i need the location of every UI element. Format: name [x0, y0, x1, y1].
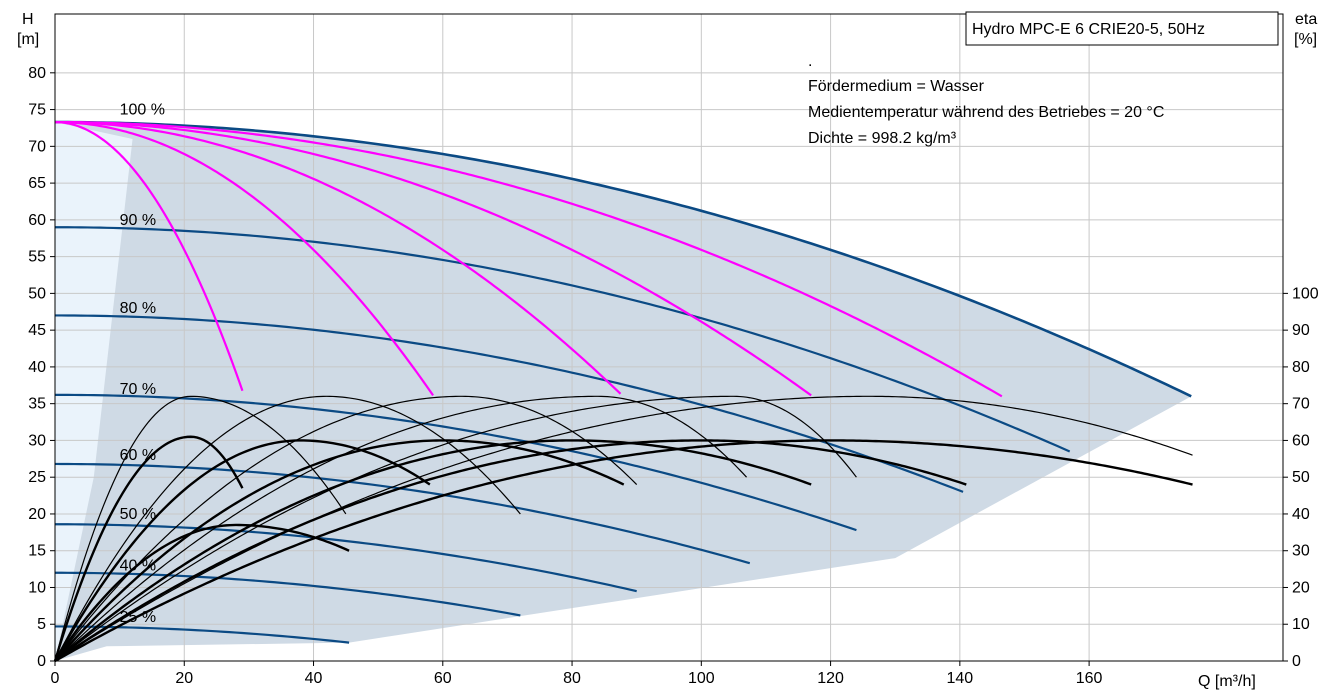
x-tick-label-6: 120 — [817, 670, 844, 687]
x-tick-label-2: 40 — [305, 670, 323, 687]
note-density: Dichte = 998.2 kg/m³ — [808, 130, 957, 147]
eta-curve-full-3 — [54, 395, 638, 662]
axes: 0 20 40 60 80 100 120 140 1600510152025303540455… — [28, 13, 1319, 687]
y-right-tick-label-8: 80 — [1292, 359, 1310, 376]
speed-label-4: 60 % — [120, 447, 156, 464]
y-right-tick-label-9: 90 — [1292, 322, 1310, 339]
y-right-tick-label-0: 0 — [1292, 653, 1301, 670]
y-left-label-unit: [m] — [17, 31, 39, 48]
y-right-tick-label-2: 20 — [1292, 579, 1310, 596]
speed-label-1: 90 % — [120, 212, 156, 229]
pump-curve-3 — [54, 120, 622, 395]
y-left-tick-label-14: 70 — [28, 138, 46, 155]
eta-curve-part-2 — [53, 439, 431, 662]
speed-curve-80 — [54, 314, 964, 493]
speed-label-7: 25 % — [120, 609, 156, 626]
title-box — [965, 11, 1279, 46]
y-left-tick-label-1: 5 — [37, 616, 46, 633]
x-tick-label-3: 60 — [434, 670, 452, 687]
speed-label-6: 40 % — [120, 557, 156, 574]
y-left-tick-label-12: 60 — [28, 212, 46, 229]
eta-curve-full-6 — [54, 395, 1193, 662]
speed-curve-100 — [54, 120, 1192, 398]
x-axis-label: Q [m³/h] — [1198, 673, 1256, 690]
y-right-tick-label-4: 40 — [1292, 506, 1310, 523]
y-left-tick-label-2: 10 — [28, 579, 46, 596]
curves — [53, 120, 1193, 663]
speed-label-3: 70 % — [120, 381, 156, 398]
labels: Hydro MPC-E 6 CRIE20-5, 50Hz . Fördermed… — [17, 11, 1317, 690]
y-right-tick-label-7: 70 — [1292, 396, 1310, 413]
speed-curve-90 — [54, 226, 1071, 453]
x-tick-label-8: 160 — [1076, 670, 1103, 687]
eta-curve-part-5 — [54, 439, 967, 662]
note-temperature: Medientemperatur während des Betriebes =… — [808, 104, 1164, 121]
speed-curve-25 — [54, 625, 350, 644]
x-tick-label-0: 0 — [51, 670, 60, 687]
speed-curve-70 — [54, 393, 857, 532]
speed-curve-60 — [54, 462, 751, 565]
x-tick-label-5: 100 — [688, 670, 715, 687]
y-left-tick-label-8: 40 — [28, 359, 46, 376]
eta-curve-full-2 — [54, 395, 521, 662]
x-tick-label-7: 140 — [946, 670, 973, 687]
y-left-tick-label-7: 35 — [28, 396, 46, 413]
note-dot: . — [808, 53, 812, 70]
grid — [55, 14, 1283, 661]
y-left-tick-label-3: 15 — [28, 543, 46, 560]
pump-curve-4 — [55, 120, 812, 397]
eta-curve-full-1 — [54, 395, 347, 662]
y-left-tick-label-0: 0 — [37, 653, 46, 670]
y-right-tick-label-3: 30 — [1292, 543, 1310, 560]
speed-curve-50 — [54, 523, 637, 593]
chart-title: Hydro MPC-E 6 CRIE20-5, 50Hz — [972, 21, 1205, 38]
eta-curve-part-6 — [54, 439, 1193, 663]
y-left-tick-label-13: 65 — [28, 175, 46, 192]
y-left-tick-label-4: 20 — [28, 506, 46, 523]
x-tick-label-1: 20 — [175, 670, 193, 687]
pump-curve-2 — [54, 120, 434, 397]
operating-area — [55, 122, 1192, 661]
y-right-label-unit: [%] — [1294, 31, 1317, 48]
eta-curve-part-3 — [54, 439, 625, 662]
operating-area-fill — [55, 122, 1192, 661]
speed-label-2: 80 % — [120, 300, 156, 317]
y-right-tick-label-6: 60 — [1292, 432, 1310, 449]
x-tick-label-4: 80 — [563, 670, 581, 687]
y-left-tick-label-15: 75 — [28, 102, 46, 119]
y-left-tick-label-5: 25 — [28, 469, 46, 486]
speed-curve-40 — [54, 571, 521, 617]
eta-curve-part-1 — [53, 435, 244, 662]
pump-curve-5 — [55, 120, 1003, 398]
y-left-tick-label-9: 45 — [28, 322, 46, 339]
y-right-tick-label-1: 10 — [1292, 616, 1310, 633]
y-right-tick-label-10: 100 — [1292, 285, 1319, 302]
note-medium: Fördermedium = Wasser — [808, 78, 985, 95]
y-left-tick-label-16: 80 — [28, 65, 46, 82]
y-left-label-symbol: H — [22, 11, 34, 28]
y-right-tick-label-5: 50 — [1292, 469, 1310, 486]
eta-curve-low-1 — [54, 523, 350, 662]
y-left-tick-label-10: 50 — [28, 285, 46, 302]
y-left-tick-label-6: 30 — [28, 432, 46, 449]
plot-frame — [54, 13, 1284, 662]
speed-label-5: 50 % — [120, 506, 156, 523]
pump-curve-1 — [54, 120, 244, 392]
eta-curve-part-4 — [54, 439, 812, 662]
y-left-tick-label-11: 55 — [28, 249, 46, 266]
eta-curve-full-4 — [54, 395, 747, 662]
speed-label-0: 100 % — [120, 102, 165, 119]
y-right-label-symbol: eta — [1295, 11, 1317, 28]
